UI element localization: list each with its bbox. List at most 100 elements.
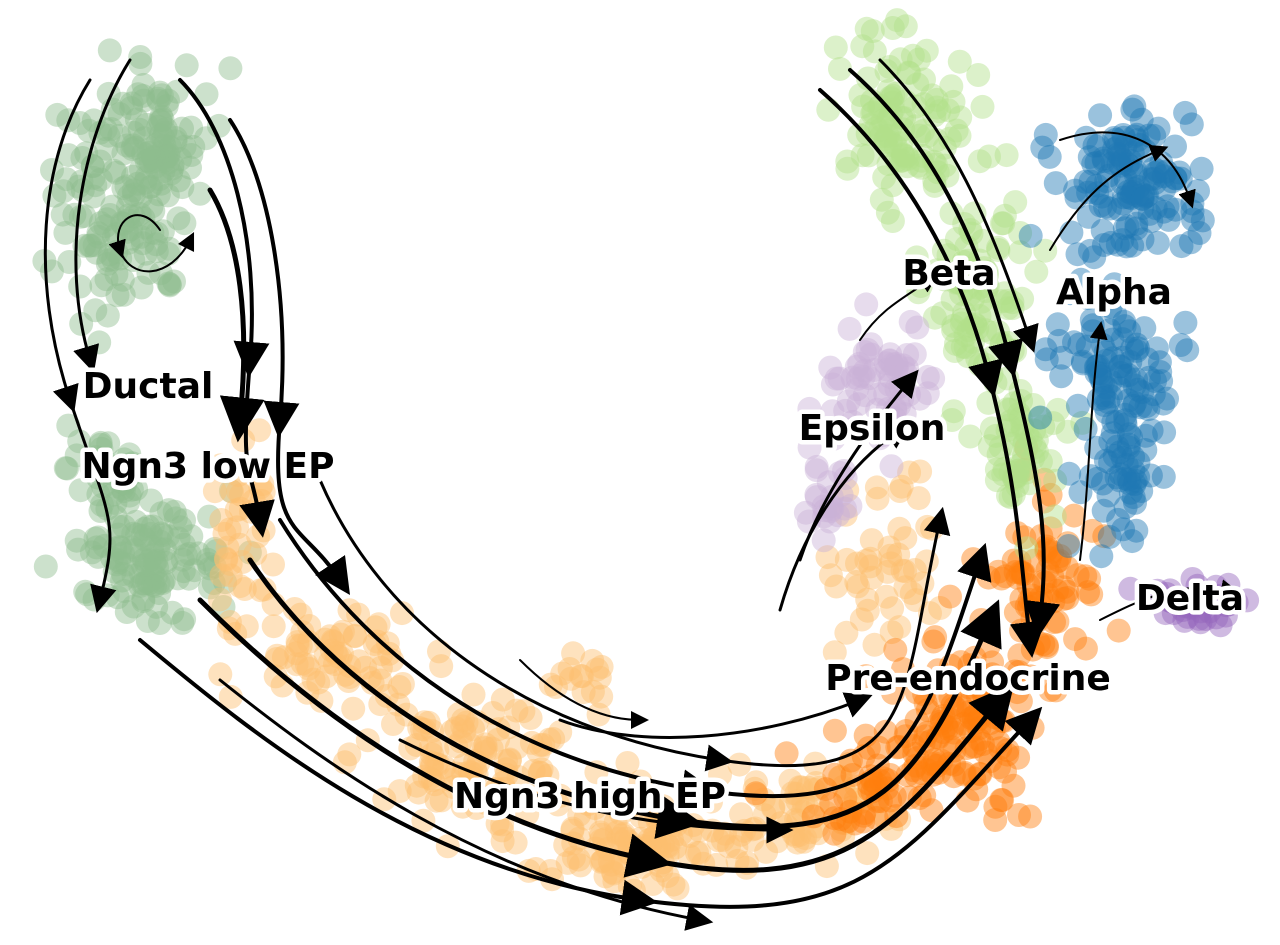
streamline bbox=[1079, 321, 1108, 561]
cell-point bbox=[804, 458, 829, 483]
cell-point bbox=[1113, 402, 1137, 427]
cell-point bbox=[1091, 383, 1116, 408]
cell-point bbox=[341, 696, 366, 721]
cell-point bbox=[387, 675, 412, 699]
cell-point bbox=[131, 83, 155, 108]
cell-point bbox=[1116, 185, 1141, 210]
cell-point bbox=[374, 684, 399, 708]
cell-point bbox=[1084, 361, 1109, 385]
cell-point bbox=[170, 116, 194, 141]
cell-point bbox=[1106, 142, 1131, 167]
cell-point bbox=[179, 115, 204, 140]
cell-point bbox=[924, 128, 949, 153]
cell-point bbox=[587, 665, 612, 690]
cell-point bbox=[1080, 518, 1105, 543]
cell-point bbox=[967, 149, 992, 174]
cell-point bbox=[873, 129, 898, 154]
cell-point bbox=[1123, 490, 1147, 515]
cell-point bbox=[143, 565, 168, 590]
cell-point bbox=[116, 208, 141, 233]
cell-point bbox=[1179, 112, 1204, 137]
cell-point bbox=[568, 853, 593, 878]
cell-point bbox=[147, 80, 172, 105]
cell-point bbox=[202, 536, 227, 561]
cell-point bbox=[104, 262, 129, 287]
cell-point bbox=[580, 679, 605, 704]
cell-point bbox=[1217, 592, 1242, 617]
cell-point bbox=[1091, 233, 1116, 257]
cell-point bbox=[121, 521, 146, 546]
cell-point bbox=[129, 275, 154, 300]
cell-point bbox=[135, 609, 160, 633]
cell-point bbox=[166, 566, 190, 591]
cell-point bbox=[1024, 259, 1049, 284]
cell-point bbox=[301, 667, 326, 692]
cell-point bbox=[81, 184, 106, 209]
cell-point bbox=[791, 829, 816, 854]
cell-point bbox=[347, 649, 372, 674]
cell-point bbox=[1086, 133, 1111, 158]
cell-point bbox=[1042, 610, 1066, 635]
cell-point bbox=[1092, 393, 1117, 418]
cell-point bbox=[78, 233, 103, 258]
cell-point bbox=[156, 88, 180, 113]
cell-point bbox=[862, 632, 887, 657]
cell-point bbox=[944, 227, 969, 251]
cell-point bbox=[343, 624, 367, 649]
cell-point bbox=[1139, 418, 1164, 443]
cell-point bbox=[337, 654, 362, 678]
cell-point bbox=[852, 358, 877, 383]
cell-point bbox=[121, 594, 146, 619]
cell-point bbox=[1108, 354, 1133, 379]
cell-point bbox=[862, 358, 887, 382]
cell-point bbox=[330, 619, 355, 644]
cell-point bbox=[909, 148, 934, 173]
cell-point bbox=[381, 712, 405, 736]
cell-point bbox=[194, 82, 219, 107]
cell-point bbox=[448, 729, 473, 754]
cell-point bbox=[166, 526, 191, 551]
cell-point bbox=[111, 141, 136, 166]
cell-point bbox=[452, 719, 477, 744]
cell-point bbox=[213, 546, 238, 571]
cell-point bbox=[1123, 162, 1148, 187]
cell-point bbox=[127, 117, 152, 142]
cell-point bbox=[872, 165, 897, 190]
cell-point bbox=[282, 597, 307, 621]
cell-point bbox=[889, 474, 914, 499]
cell-point bbox=[56, 143, 81, 168]
cell-point bbox=[147, 611, 172, 635]
cell-point bbox=[511, 699, 536, 724]
cell-point bbox=[561, 845, 586, 870]
cell-point bbox=[848, 83, 873, 108]
cell-point bbox=[1180, 567, 1205, 591]
cell-point bbox=[140, 572, 165, 597]
cell-point bbox=[136, 260, 161, 285]
cell-point bbox=[125, 522, 149, 547]
cell-point bbox=[121, 120, 146, 145]
cell-point bbox=[294, 652, 319, 677]
cell-point bbox=[1078, 464, 1103, 489]
cell-point bbox=[1120, 233, 1145, 258]
cell-point bbox=[1197, 599, 1222, 624]
cell-point bbox=[144, 594, 169, 619]
cell-point bbox=[1113, 133, 1138, 158]
cell-point bbox=[1147, 350, 1172, 375]
cell-point bbox=[966, 63, 991, 87]
cell-point bbox=[79, 540, 104, 565]
cell-point bbox=[1124, 367, 1149, 392]
cell-point bbox=[1102, 444, 1127, 468]
cell-point bbox=[1156, 207, 1181, 232]
streamline bbox=[1049, 144, 1169, 251]
cell-point bbox=[1006, 660, 1031, 684]
cell-point bbox=[1122, 472, 1147, 497]
cell-point bbox=[96, 123, 121, 148]
cell-point bbox=[804, 485, 829, 510]
cell-point bbox=[160, 153, 185, 178]
cell-point bbox=[1130, 196, 1155, 220]
cell-point bbox=[123, 460, 148, 485]
cell-point bbox=[89, 273, 114, 298]
cell-point bbox=[319, 638, 344, 663]
streamline bbox=[878, 58, 1039, 353]
cell-point bbox=[566, 847, 591, 872]
